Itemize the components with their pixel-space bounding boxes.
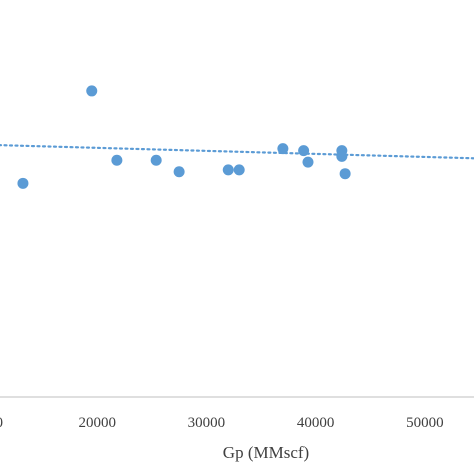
data-point bbox=[86, 85, 98, 97]
x-tick-label: 50000 bbox=[406, 415, 444, 431]
data-point bbox=[17, 177, 29, 189]
data-point bbox=[277, 143, 289, 155]
data-points bbox=[17, 85, 351, 189]
data-point bbox=[336, 150, 348, 162]
data-point bbox=[233, 164, 245, 176]
data-point bbox=[150, 154, 162, 166]
x-axis-title: Gp (MMscf) bbox=[223, 443, 309, 462]
x-tick-label: 0000 bbox=[0, 415, 3, 431]
x-tick-label: 40000 bbox=[297, 415, 335, 431]
data-point bbox=[298, 145, 310, 157]
x-tick-label: 20000 bbox=[78, 415, 116, 431]
trendline bbox=[0, 144, 474, 160]
x-tick-label: 30000 bbox=[188, 415, 226, 431]
x-tick-labels: 0000 20000 30000 40000 50000 bbox=[0, 415, 444, 431]
data-point bbox=[111, 154, 123, 166]
data-point bbox=[173, 166, 185, 178]
data-point bbox=[339, 168, 351, 180]
data-point bbox=[222, 164, 234, 176]
data-point bbox=[302, 156, 314, 168]
